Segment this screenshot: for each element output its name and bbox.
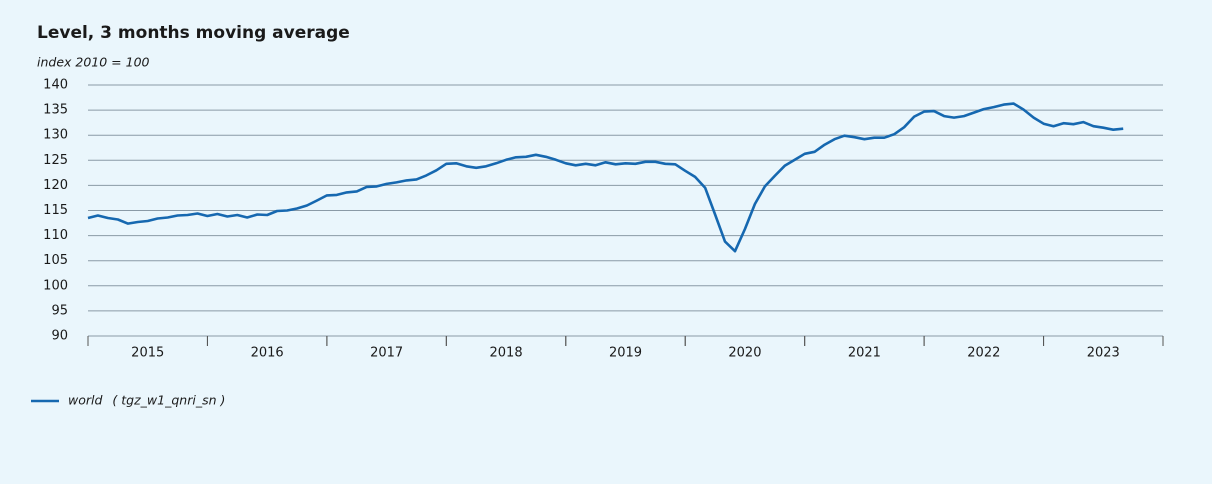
y-tick-label: 120	[43, 178, 68, 193]
legend-code: ( tgz_w1_qnri_sn )	[112, 393, 225, 408]
x-tick-label: 2022	[967, 346, 1000, 361]
chart-subtitle: index 2010 = 100	[37, 55, 150, 70]
x-tick-label: 2018	[490, 346, 523, 361]
y-tick-label: 140	[43, 78, 68, 93]
x-tick-label: 2021	[848, 346, 881, 361]
x-tick-label: 2023	[1087, 346, 1120, 361]
y-tick-label: 95	[51, 303, 68, 318]
x-tick-label: 2016	[251, 346, 284, 361]
x-tick-label: 2015	[131, 346, 164, 361]
y-tick-label: 105	[43, 253, 68, 268]
y-tick-label: 130	[43, 128, 68, 143]
y-tick-label: 125	[43, 153, 68, 168]
x-tick-label: 2020	[728, 346, 761, 361]
y-tick-label: 100	[43, 278, 68, 293]
y-tick-label: 110	[43, 228, 68, 243]
y-tick-label: 135	[43, 103, 68, 118]
y-tick-label: 90	[51, 329, 68, 344]
line-series	[87, 102, 1124, 253]
x-tick-label: 2019	[609, 346, 642, 361]
chart-title: Level, 3 months moving average	[37, 23, 350, 43]
y-tick-label: 115	[43, 203, 68, 218]
legend-label: world	[68, 393, 102, 408]
x-tick-label: 2017	[370, 346, 403, 361]
